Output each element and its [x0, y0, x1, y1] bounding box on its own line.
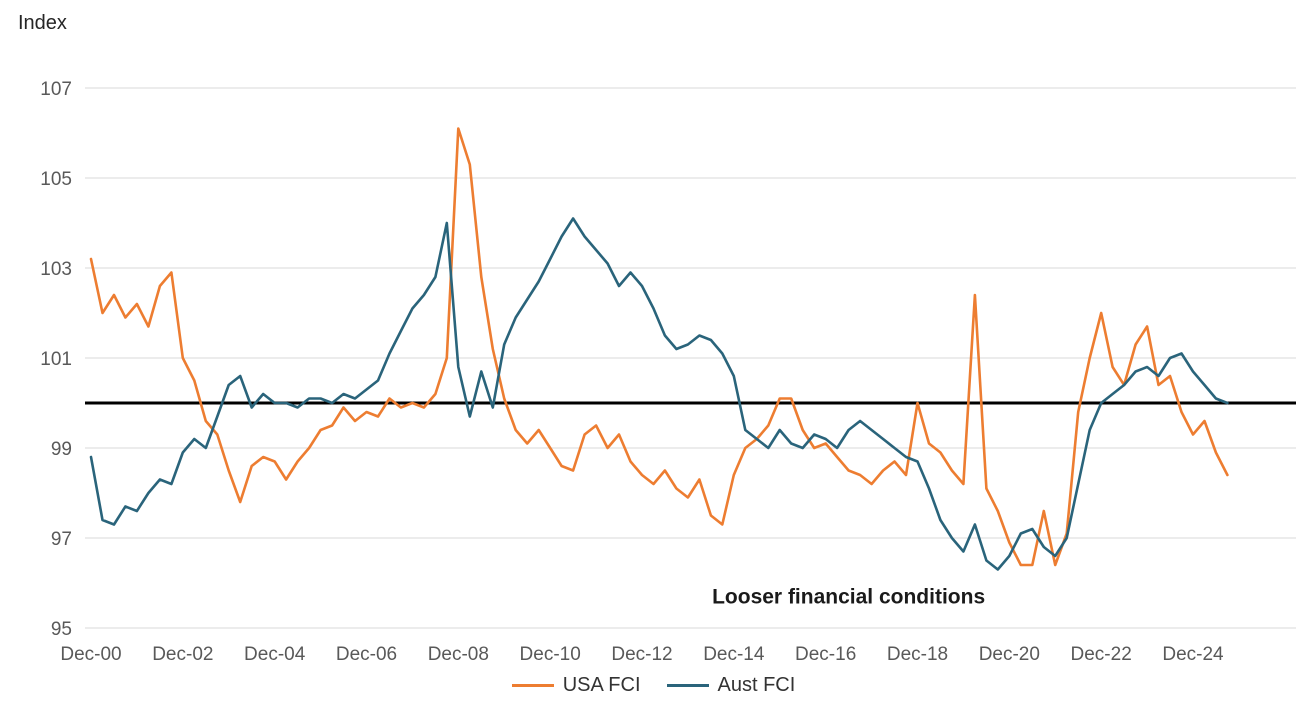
aust-fci-line-swatch-icon [666, 684, 709, 687]
y-tick-label: 97 [51, 529, 72, 550]
x-tick-label: Dec-06 [336, 644, 397, 665]
x-tick-label: Dec-24 [1162, 644, 1224, 665]
y-axis-title: Index [18, 12, 67, 34]
usa-fci-line-swatch-icon [511, 684, 554, 687]
x-tick-label: Dec-04 [244, 644, 306, 665]
y-tick-label: 101 [40, 349, 72, 370]
aust-fci-line [89, 217, 1229, 571]
x-tick-label: Dec-08 [428, 644, 489, 665]
x-tick-label: Dec-20 [979, 644, 1040, 665]
x-tick-label: Dec-18 [887, 644, 948, 665]
legend: USA FCI Aust FCI [0, 674, 1307, 697]
x-tick-label: Dec-12 [611, 644, 672, 665]
y-tick-label: 95 [51, 619, 72, 640]
x-tick-label: Dec-14 [703, 644, 765, 665]
x-tick-label: Dec-02 [152, 644, 213, 665]
usa-fci-line [89, 127, 1229, 567]
y-tick-label: 105 [40, 169, 72, 190]
x-tick-label: Dec-22 [1071, 644, 1132, 665]
annotation-looser-conditions: Looser financial conditions [712, 585, 985, 608]
y-tick-label: 107 [40, 79, 72, 100]
legend-label-aust-fci: Aust FCI [717, 674, 796, 696]
legend-item-aust-fci: Aust FCI [666, 674, 796, 697]
x-tick-label: Dec-16 [795, 644, 856, 665]
legend-label-usa-fci: USA FCI [562, 674, 641, 696]
legend-item-usa-fci: USA FCI [511, 674, 641, 697]
x-tick-label: Dec-10 [520, 644, 581, 665]
y-tick-label: 103 [40, 259, 72, 280]
x-tick-label: Dec-00 [60, 644, 121, 665]
y-tick-label: 99 [51, 439, 72, 460]
